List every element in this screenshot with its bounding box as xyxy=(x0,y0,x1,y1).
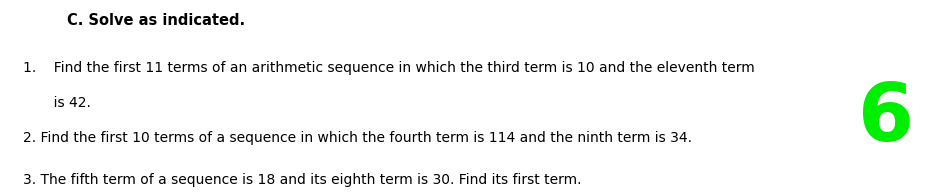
Text: C. Solve as indicated.: C. Solve as indicated. xyxy=(67,13,245,28)
Text: 3. The fifth term of a sequence is 18 and its eighth term is 30. Find its first : 3. The fifth term of a sequence is 18 an… xyxy=(23,173,581,187)
Text: 6: 6 xyxy=(857,80,913,158)
Text: 2. Find the first 10 terms of a sequence in which the fourth term is 114 and the: 2. Find the first 10 terms of a sequence… xyxy=(23,131,692,145)
Text: 1.    Find the first 11 terms of an arithmetic sequence in which the third term : 1. Find the first 11 terms of an arithme… xyxy=(23,61,755,75)
Text: is 42.: is 42. xyxy=(23,96,91,110)
